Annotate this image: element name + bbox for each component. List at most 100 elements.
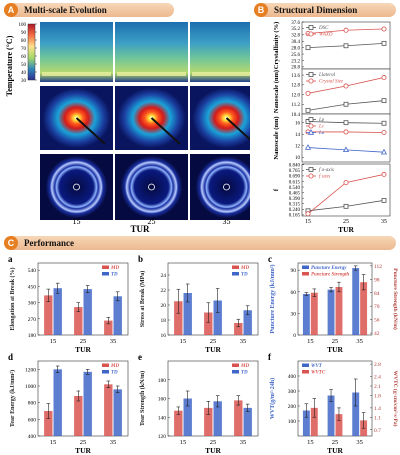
panel-a-letter: A <box>4 3 18 17</box>
legend-label: Puncture Energy <box>311 266 347 271</box>
panel-a-figure: Temperature (°C) 30 40 50 60 70 80 90 100 15 25 3… <box>5 22 250 234</box>
bar <box>243 407 252 436</box>
x-tick-label: 25 <box>210 439 217 446</box>
y-tick-label: 10 <box>295 156 301 161</box>
y-tick-label: 10.4 <box>291 113 300 118</box>
y-tick-label: 23.2 <box>291 59 300 64</box>
y-axis-label: WVT(g/m²·24h) <box>269 378 276 419</box>
y-tick-label: 60 <box>291 290 297 296</box>
y2-tick-label: 2.1 <box>374 384 381 390</box>
x-tick-label: 15 <box>50 338 57 345</box>
bar <box>327 395 335 436</box>
y-tick-label: 300 <box>288 389 297 395</box>
panel-b-title: Structural Dimension <box>274 5 358 15</box>
x-tick-label: 25 <box>80 338 87 345</box>
panel-a-xticks: 15 25 35 <box>73 217 231 226</box>
bar <box>53 288 62 335</box>
plot-frame <box>167 262 259 336</box>
performance-chart-a: a 540 450 360 270 180 Elongation at Break (%) M… <box>8 254 129 354</box>
y-tick-label: 14 <box>295 133 301 138</box>
bar <box>53 369 62 436</box>
performance-chart-b: b 24 22 20 18 16 Stress at Break (MPa) MD TD 15 25… <box>138 254 259 354</box>
bar <box>74 396 83 436</box>
legend-swatch <box>232 272 239 276</box>
x-tick-label: 25 <box>210 338 217 345</box>
y-axis-label: Puncture Energy (kJ/mm²) <box>269 264 276 333</box>
bar <box>360 282 368 335</box>
waxd-pattern <box>120 156 183 218</box>
bar <box>213 300 222 335</box>
bar <box>204 312 213 335</box>
y-tick-label: 0.315 <box>289 203 301 208</box>
y-tick-label: 180 <box>158 378 167 384</box>
bar <box>352 392 360 436</box>
x-tick-label: 25 <box>332 338 339 345</box>
y-tick-label: 450 <box>28 284 37 290</box>
x-tick-label: 35 <box>356 439 363 446</box>
structural-plot-B4: 0.8400.7650.6900.6150.5400.4650.3900.315… <box>273 164 391 234</box>
data-point <box>343 83 349 89</box>
panel-b-banner: B Structural Dimension <box>254 3 396 17</box>
x-tick-label: 15 <box>50 439 57 446</box>
data-point <box>308 117 314 122</box>
y-tick-label: 270 <box>28 317 37 323</box>
legend-label: DSC <box>318 26 329 31</box>
waxd-pattern <box>195 156 250 218</box>
y-tick-label: 20 <box>161 303 167 309</box>
plot-frame <box>37 360 129 437</box>
y-tick-label: 20.8 <box>291 66 300 71</box>
y2-tick-label: 84 <box>374 291 380 297</box>
data-point <box>308 123 314 129</box>
legend-label: f a-axis <box>319 168 334 173</box>
y-tick-label: 360 <box>28 301 37 307</box>
y2-tick-label: 2.8 <box>374 362 381 368</box>
y-tick-label: 1200 <box>25 367 36 373</box>
data-point <box>381 197 387 203</box>
x-tick-label: 25 <box>80 439 87 446</box>
colorbar-tick-label: 60 <box>21 55 27 60</box>
bar <box>174 410 183 436</box>
data-point <box>343 43 349 49</box>
panel-a-banner: A Multi-scale Evolution <box>4 3 174 17</box>
x-axis-label: TUR <box>327 446 343 455</box>
legend-swatch <box>102 272 109 276</box>
bar <box>327 289 335 335</box>
panel-a-ylabel: Temperature (°C) <box>5 35 14 96</box>
y-axis-label: Stress at Break (MPa) <box>139 271 146 328</box>
chart-letter: e <box>138 352 142 362</box>
y-tick-label: 400 <box>288 374 297 380</box>
y2-axis-label: WVTC (g·cm/cm²·s·Pa) <box>392 371 399 427</box>
bar <box>204 407 213 436</box>
data-point <box>305 211 311 217</box>
data-point <box>343 27 349 33</box>
performance-chart-c: c 90 60 30 0 Puncture Energy (kJ/mm²) 112 98 84 7… <box>268 254 399 354</box>
bar <box>335 414 343 436</box>
y-tick-label: 0.240 <box>289 208 301 213</box>
bar <box>213 401 222 436</box>
y2-tick-label: 0.7 <box>374 428 381 434</box>
x-axis-label: TUR <box>338 225 354 234</box>
y2-tick-label: 1.8 <box>374 393 381 399</box>
legend-label: MD <box>240 364 249 369</box>
y-tick-label: 24 <box>161 273 167 279</box>
y-tick-label: 180 <box>28 333 37 339</box>
data-point <box>343 120 349 126</box>
legend-swatch <box>232 265 239 269</box>
x-axis-label: TUR <box>327 345 343 354</box>
data-point <box>381 120 387 126</box>
y-axis-label: Elongation at Break (%) <box>9 267 16 330</box>
chart-letter: f <box>268 352 272 362</box>
y2-tick-label: 1.1 <box>374 415 381 421</box>
y-axis-label: f <box>273 188 280 191</box>
bar <box>234 323 243 335</box>
legend-label: TD <box>111 371 118 376</box>
waxd-center <box>223 183 230 191</box>
image-grid <box>40 22 250 220</box>
y2-tick-label: 98 <box>374 277 380 283</box>
data-point <box>304 144 312 150</box>
y-axis-label: Tear Energy (kJ/mm²) <box>9 370 16 427</box>
bar <box>113 296 122 335</box>
x-tick-label: 25 <box>332 439 339 446</box>
legend-label: Lc <box>318 125 325 130</box>
x-tick-label: 15 <box>307 338 314 345</box>
